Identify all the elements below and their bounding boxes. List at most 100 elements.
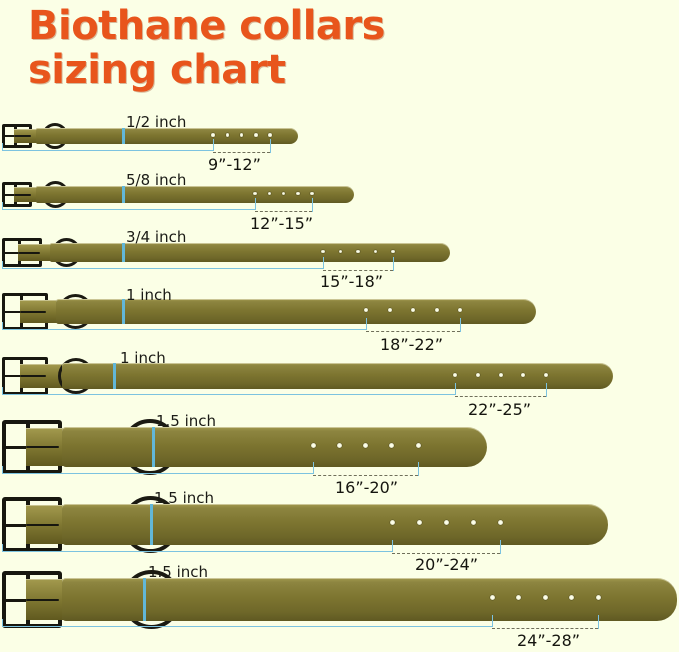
- strap-hole: [569, 594, 574, 600]
- strap-hole: [336, 442, 342, 448]
- width-label: 1 inch: [126, 286, 172, 304]
- length-right-cap: [546, 383, 547, 397]
- collar-strap: [62, 578, 677, 621]
- strap-hole: [267, 191, 271, 196]
- width-label: 1.5 inch: [148, 563, 209, 581]
- baseline-left-cap: [2, 261, 3, 269]
- length-dashed-bracket: [455, 396, 546, 397]
- baseline-measure: [2, 268, 323, 269]
- strap-hole: [489, 594, 495, 600]
- width-label: 1.5 inch: [154, 489, 215, 507]
- length-dashed-bracket: [366, 331, 460, 332]
- width-measure-tick: [150, 504, 153, 545]
- buckle-prong: [26, 446, 59, 448]
- buckle-horizontal-bar: [2, 446, 26, 449]
- strap-hole: [453, 372, 457, 377]
- strap-hole: [475, 372, 480, 377]
- length-label: 16”-20”: [335, 478, 399, 497]
- strap-hole: [458, 308, 462, 313]
- buckle-prong: [26, 598, 59, 601]
- strap-hole: [434, 308, 439, 313]
- baseline-left-cap: [2, 619, 3, 627]
- length-left-cap: [455, 383, 456, 395]
- buckle-horizontal-bar: [2, 375, 21, 377]
- buckle-horizontal-bar: [2, 523, 26, 527]
- width-measure-tick: [122, 128, 125, 144]
- width-label: 3/4 inch: [126, 228, 187, 246]
- strap-hole: [211, 133, 215, 137]
- strap-hole: [544, 372, 548, 377]
- width-label: 1.5 inch: [156, 412, 217, 430]
- strap-hole: [497, 519, 503, 525]
- strap-hole: [254, 133, 258, 137]
- length-right-cap: [393, 257, 394, 271]
- length-dashed-bracket: [313, 475, 418, 476]
- strap-hole: [364, 308, 368, 313]
- buckle-horizontal-bar: [2, 135, 14, 137]
- width-measure-tick: [113, 363, 116, 389]
- baseline-left-cap: [2, 544, 3, 552]
- length-label: 12”-15”: [250, 214, 314, 233]
- strap-hole: [338, 249, 343, 254]
- length-right-cap: [460, 318, 461, 332]
- buckle-horizontal-bar: [2, 251, 18, 254]
- length-left-cap: [255, 198, 256, 210]
- length-left-cap: [366, 318, 367, 330]
- length-label: 9”-12”: [208, 155, 261, 174]
- collar-strap: [36, 128, 298, 144]
- collar-strap: [50, 243, 450, 262]
- width-measure-tick: [122, 243, 125, 262]
- collar-strap: [56, 299, 536, 324]
- baseline-left-cap: [2, 322, 3, 330]
- length-right-cap: [418, 462, 419, 476]
- strap-hole: [296, 191, 300, 196]
- length-dashed-bracket: [213, 152, 270, 153]
- length-label: 22”-25”: [468, 400, 532, 419]
- strap-hole: [416, 519, 422, 525]
- baseline-left-cap: [2, 466, 3, 474]
- length-dashed-bracket: [323, 270, 393, 271]
- title-line-1: Biothane collars: [28, 3, 385, 49]
- strap-hole: [443, 519, 449, 525]
- buckle-horizontal-bar: [2, 193, 14, 196]
- strap-hole: [516, 594, 521, 600]
- length-right-cap: [312, 198, 313, 212]
- width-label: 1 inch: [120, 349, 166, 367]
- buckle-prong: [14, 193, 31, 196]
- length-dashed-bracket: [255, 211, 312, 212]
- length-right-cap: [270, 139, 271, 153]
- baseline-measure: [2, 473, 313, 474]
- baseline-measure: [2, 150, 213, 151]
- length-label: 18”-22”: [380, 335, 444, 354]
- strap-hole: [415, 442, 421, 448]
- strap-hole: [225, 133, 229, 137]
- length-right-cap: [500, 540, 501, 554]
- baseline-measure: [2, 209, 255, 210]
- strap-hole: [389, 519, 395, 525]
- strap-hole: [321, 249, 325, 254]
- strap-hole: [363, 442, 368, 448]
- buckle-prong: [18, 251, 40, 254]
- baseline-measure: [2, 551, 392, 552]
- baseline-measure: [2, 394, 455, 395]
- length-left-cap: [213, 139, 214, 151]
- strap-hole: [373, 249, 378, 254]
- length-right-cap: [598, 615, 599, 629]
- length-label: 24”-28”: [517, 631, 581, 650]
- buckle-prong: [14, 135, 31, 137]
- collar-strap: [62, 363, 613, 389]
- width-label: 5/8 inch: [126, 171, 187, 189]
- baseline-left-cap: [2, 143, 3, 151]
- page-title: Biothane collars sizing chart: [28, 4, 628, 92]
- collar-strap: [62, 504, 608, 545]
- width-measure-tick: [122, 186, 125, 203]
- baseline-measure: [2, 329, 366, 330]
- width-label: 1/2 inch: [126, 113, 187, 131]
- strap-hole: [310, 442, 316, 448]
